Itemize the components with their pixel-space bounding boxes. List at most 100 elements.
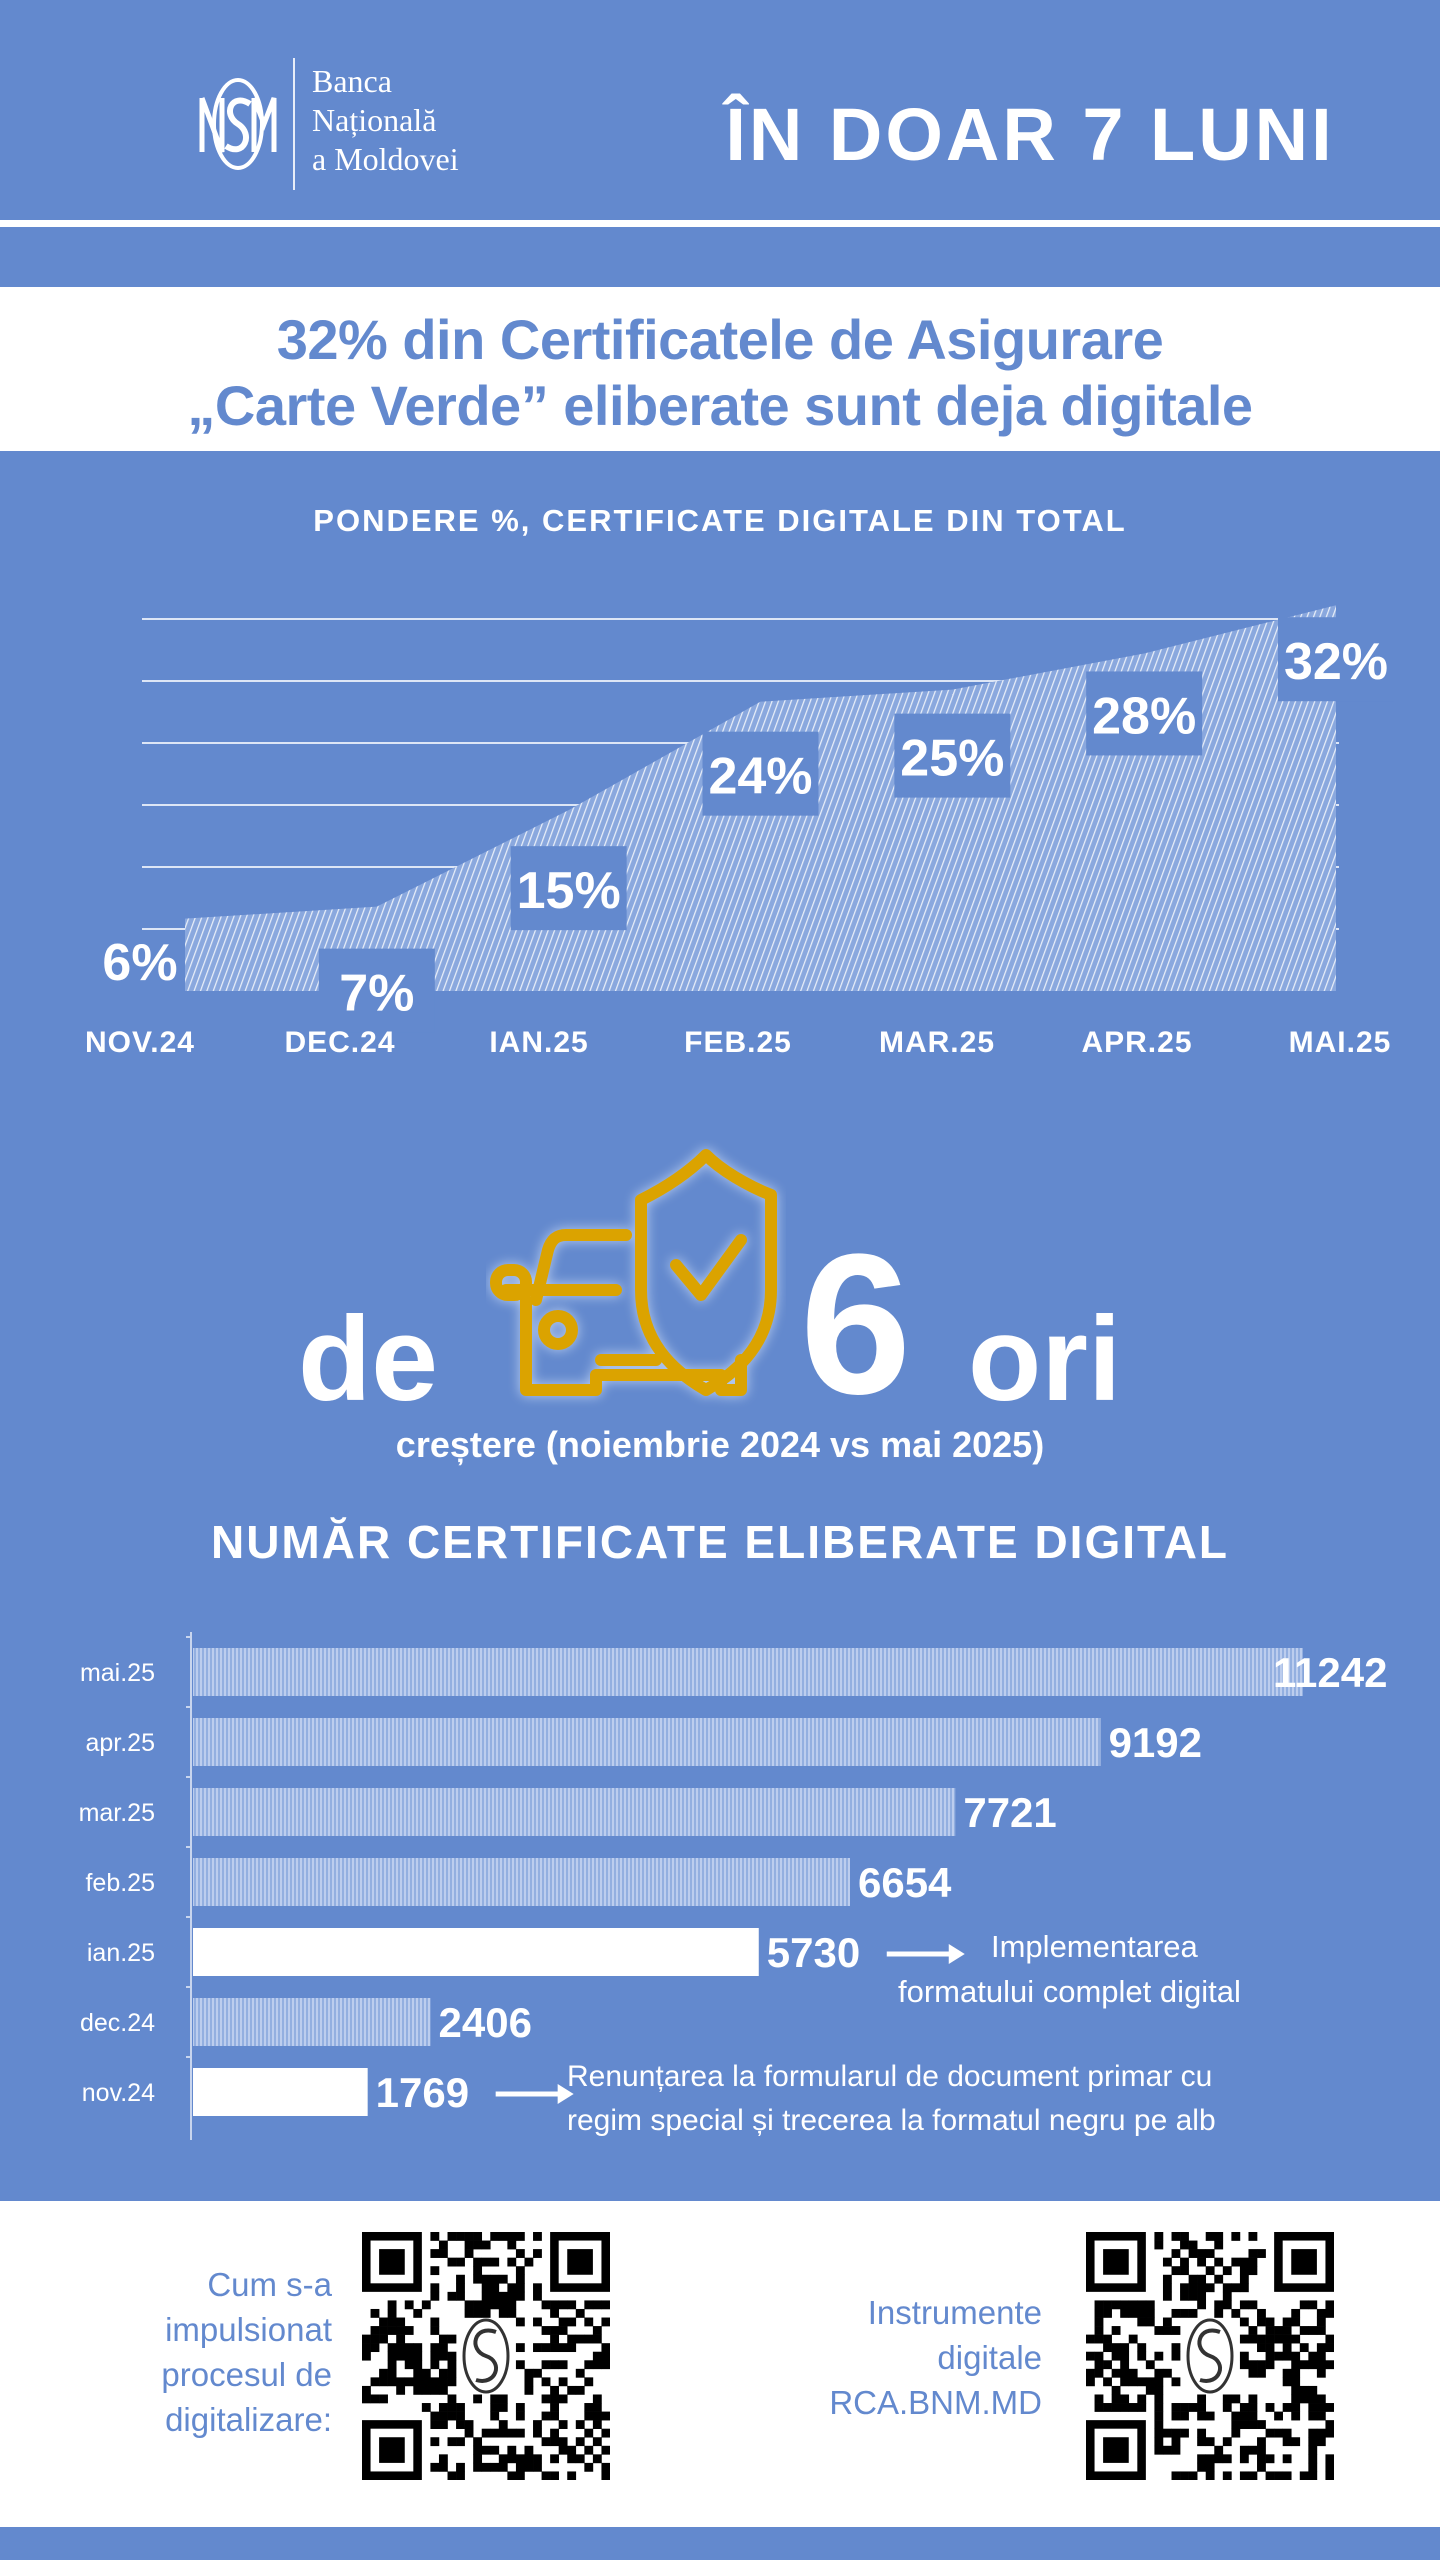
qr-module xyxy=(592,2334,602,2344)
qr-module xyxy=(567,2300,577,2310)
qr-module xyxy=(575,2385,585,2395)
qr-module xyxy=(1231,2257,1241,2267)
qr-module xyxy=(1274,2334,1283,2344)
qr-module xyxy=(473,2462,483,2472)
qr-module xyxy=(541,2411,551,2421)
qr-module xyxy=(1299,2343,1309,2353)
y-tick-label: mar.25 xyxy=(79,1799,155,1827)
logo-line: Națională xyxy=(312,102,437,138)
qr-module xyxy=(1171,2326,1181,2335)
qr-module xyxy=(438,2454,448,2464)
qr-module xyxy=(1188,2240,1198,2250)
qr-module xyxy=(524,2462,534,2472)
footer-right-link[interactable]: RCA.BNM.MD xyxy=(829,2384,1042,2421)
qr-finder xyxy=(1291,2249,1317,2275)
qr-module xyxy=(515,2232,525,2241)
qr-module xyxy=(1180,2240,1189,2250)
qr-module xyxy=(1239,2411,1249,2421)
qr-code-right[interactable] xyxy=(1086,2232,1334,2480)
qr-module xyxy=(396,2334,406,2344)
qr-module xyxy=(1188,2471,1198,2480)
qr-module xyxy=(1214,2300,1224,2310)
qr-module xyxy=(1257,2437,1266,2447)
y-tick-label: mai.25 xyxy=(80,1659,155,1687)
qr-finder xyxy=(1103,2437,1129,2463)
qr-module xyxy=(456,2232,465,2241)
qr-module xyxy=(421,2368,431,2378)
qr-module xyxy=(507,2445,517,2455)
bnm-monogram-icon xyxy=(199,78,277,170)
qr-module xyxy=(430,2351,440,2361)
qr-module xyxy=(1239,2351,1249,2361)
qr-module xyxy=(1145,2308,1155,2318)
qr-module xyxy=(1282,2317,1292,2327)
qr-module xyxy=(1248,2360,1258,2370)
qr-module xyxy=(1145,2385,1155,2395)
qr-module xyxy=(1128,2300,1138,2310)
qr-module xyxy=(1111,2326,1121,2335)
highlight-number: 6 xyxy=(800,1213,912,1436)
qr-module xyxy=(1257,2360,1266,2370)
qr-module xyxy=(1308,2300,1318,2310)
qr-module xyxy=(413,2308,423,2318)
bar xyxy=(193,1718,1101,1766)
qr-module xyxy=(1171,2351,1181,2361)
qr-module xyxy=(1197,2274,1207,2284)
qr-module xyxy=(1214,2232,1224,2241)
value-label-box xyxy=(318,948,435,1033)
qr-module xyxy=(515,2454,525,2464)
qr-module xyxy=(601,2411,610,2421)
qr-module xyxy=(1111,2385,1121,2395)
qr-module xyxy=(1316,2343,1326,2353)
qr-module xyxy=(1137,2394,1147,2404)
qr-module xyxy=(430,2317,440,2327)
qr-module xyxy=(438,2249,448,2258)
qr-module xyxy=(567,2471,577,2480)
qr-module xyxy=(1094,2368,1104,2378)
qr-module xyxy=(541,2360,551,2370)
qr-module xyxy=(447,2394,457,2404)
qr-module xyxy=(464,2232,474,2241)
qr-module xyxy=(1188,2283,1198,2293)
qr-module xyxy=(430,2377,440,2387)
qr-module xyxy=(1094,2300,1104,2310)
bar xyxy=(193,1858,850,1906)
qr-module xyxy=(430,2232,440,2241)
arrow-head-icon xyxy=(557,2084,574,2104)
qr-module xyxy=(473,2308,483,2318)
qr-module xyxy=(1154,2394,1164,2404)
qr-module xyxy=(558,2394,568,2404)
qr-module xyxy=(430,2291,440,2301)
qr-module xyxy=(1291,2437,1301,2447)
qr-module xyxy=(1231,2283,1241,2293)
qr-module xyxy=(1137,2317,1147,2327)
qr-module xyxy=(1137,2403,1147,2412)
qr-module xyxy=(541,2300,551,2310)
growth-subtitle: creștere (noiembrie 2024 vs mai 2025) xyxy=(395,1424,1045,1465)
qr-module xyxy=(464,2420,474,2429)
qr-module xyxy=(1248,2232,1258,2241)
qr-module xyxy=(464,2308,474,2318)
qr-module xyxy=(1239,2283,1249,2293)
qr-module xyxy=(507,2454,517,2464)
qr-module xyxy=(456,2274,465,2284)
qr-module xyxy=(1325,2454,1334,2464)
qr-module xyxy=(507,2471,517,2480)
qr-module xyxy=(1316,2308,1326,2318)
qr-code-left[interactable] xyxy=(362,2232,610,2480)
qr-module xyxy=(524,2377,534,2387)
qr-module xyxy=(1128,2403,1138,2412)
qr-module xyxy=(430,2283,440,2293)
value-label-box xyxy=(510,846,627,931)
qr-module xyxy=(379,2377,388,2387)
qr-module xyxy=(1086,2377,1095,2387)
qr-module xyxy=(1265,2454,1275,2464)
qr-module xyxy=(456,2462,465,2472)
qr-module xyxy=(1086,2368,1095,2378)
qr-module xyxy=(1120,2368,1130,2378)
qr-module xyxy=(1257,2317,1266,2327)
qr-module xyxy=(1274,2326,1283,2335)
footer-left-text: Cum s-a impulsionat procesul de digitali… xyxy=(80,2262,332,2442)
qr-module xyxy=(1171,2343,1181,2353)
qr-module xyxy=(1171,2308,1181,2318)
